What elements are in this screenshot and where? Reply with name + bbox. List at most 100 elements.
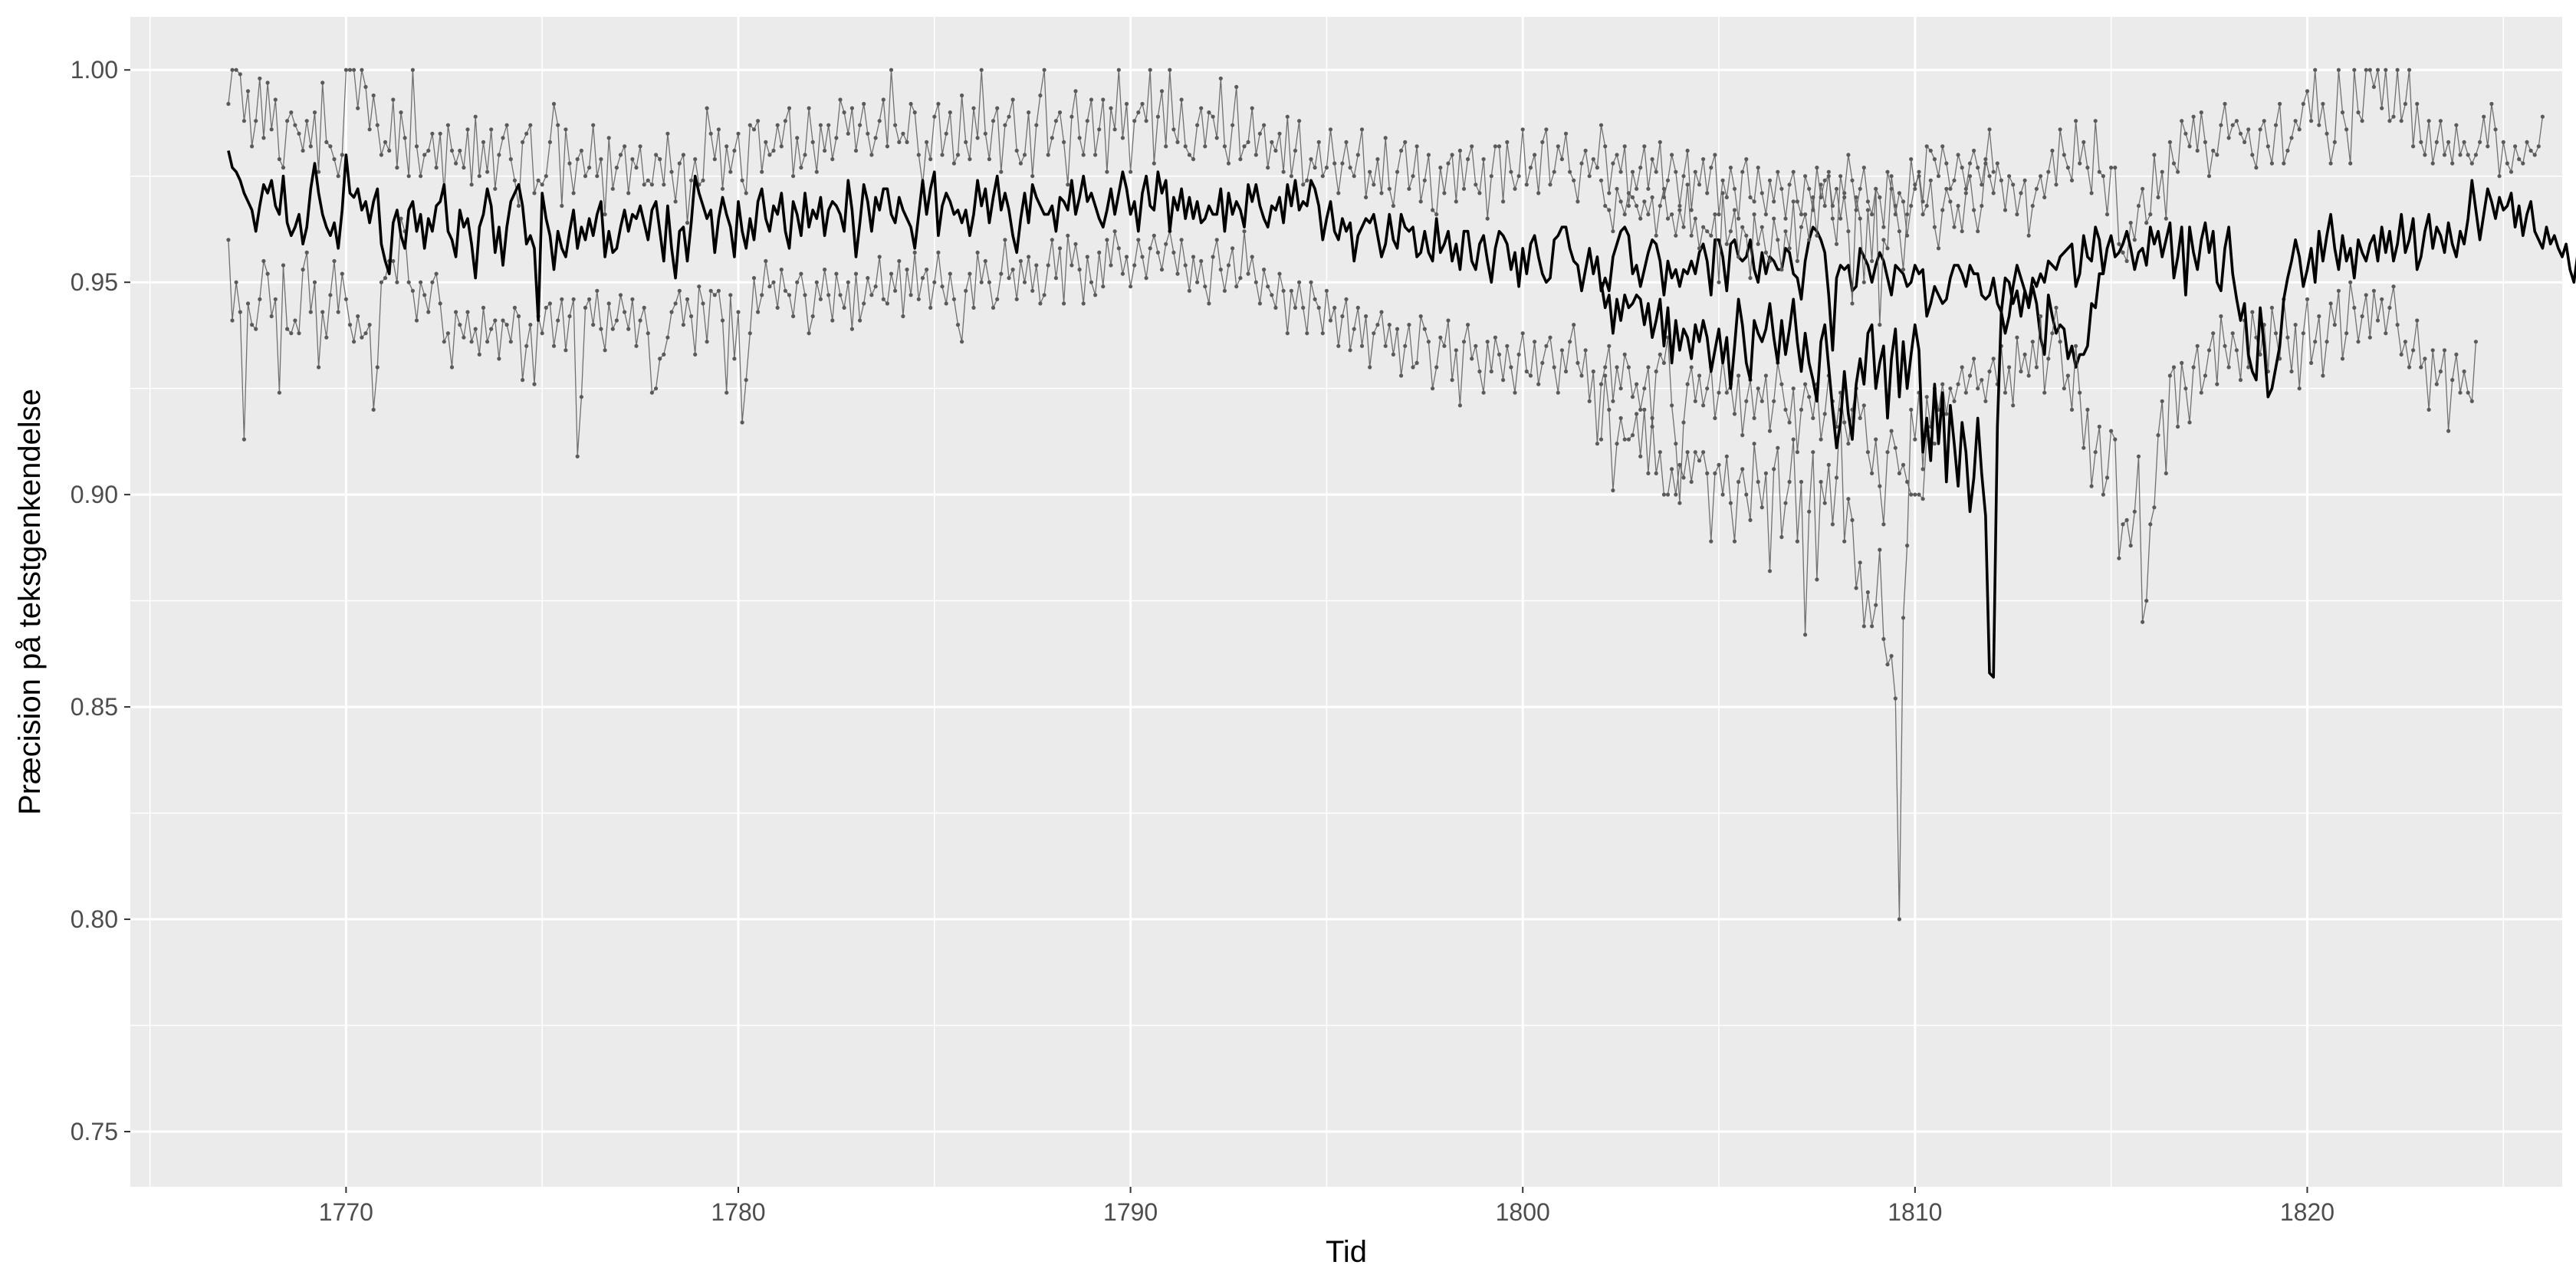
band-lower-point — [1563, 369, 1569, 374]
band-lower-point — [1685, 382, 1690, 386]
band-upper-point — [1085, 119, 1089, 123]
band-lower-point — [1791, 437, 1796, 442]
band-upper-point — [2438, 119, 2443, 123]
band-lower-point — [1760, 505, 1764, 510]
band-lower-point — [1803, 632, 1808, 637]
band-lower-point — [2301, 331, 2305, 336]
band-lower-point — [873, 284, 878, 289]
band-upper-point — [1552, 169, 1556, 174]
band-upper-point — [250, 144, 255, 149]
band-lower-point — [1799, 479, 1804, 485]
band-upper-point — [2223, 101, 2227, 107]
band-upper-point — [1211, 114, 1215, 119]
band-upper-point — [2226, 136, 2231, 140]
band-lower-point — [1720, 492, 1725, 497]
band-upper-point — [1446, 161, 1451, 166]
band-lower-point — [638, 318, 642, 323]
band-lower-point — [834, 271, 839, 276]
band-upper-point — [556, 123, 560, 127]
band-upper-point — [626, 191, 631, 196]
band-lower-point — [681, 323, 686, 327]
band-upper-point — [2266, 144, 2270, 149]
band-upper-point — [1470, 144, 1474, 149]
band-lower-point — [406, 280, 411, 284]
band-upper-point — [866, 131, 870, 136]
band-upper-point — [532, 191, 537, 196]
band-upper-point — [1171, 127, 1176, 132]
band-upper-point — [1038, 93, 1043, 98]
band-lower-point — [1587, 399, 1592, 403]
band-upper-point — [2082, 140, 2086, 144]
band-upper-point — [1442, 191, 1447, 196]
band-upper-point — [1007, 114, 1011, 119]
band-lower-point — [1226, 263, 1231, 268]
x-tick-label: 1820 — [2280, 1198, 2334, 1226]
band-lower-point — [2375, 318, 2380, 323]
band-lower-point — [2469, 399, 2474, 403]
band-upper-point — [1297, 119, 1302, 123]
band-upper-point — [2399, 119, 2404, 123]
band-upper-point — [2301, 101, 2305, 107]
band-lower-point — [1732, 412, 1737, 416]
band-lower-point — [2156, 433, 2160, 438]
band-upper-point — [301, 148, 305, 153]
band-upper-point — [481, 140, 486, 144]
band-lower-point — [1399, 373, 1404, 378]
band-lower-point — [551, 343, 557, 348]
band-upper-point — [2344, 127, 2349, 132]
band-lower-point — [1944, 412, 1949, 416]
band-lower-point — [1238, 276, 1243, 281]
band-upper-point — [712, 157, 717, 162]
band-lower-point — [2328, 301, 2333, 306]
band-upper-point — [1830, 216, 1835, 221]
band-upper-point — [2026, 233, 2031, 238]
band-lower-point — [532, 382, 537, 386]
band-upper-point — [1559, 157, 1564, 162]
band-upper-point — [1533, 153, 1537, 157]
band-lower-point — [1270, 293, 1274, 297]
band-lower-point — [2367, 335, 2372, 340]
band-lower-point — [2062, 386, 2066, 391]
band-upper-point — [1748, 276, 1753, 281]
band-upper-point — [1744, 233, 1749, 238]
band-upper-point — [261, 136, 266, 140]
band-upper-point — [1846, 229, 1851, 234]
band-lower-point — [1073, 242, 1078, 246]
band-upper-point — [2062, 153, 2066, 157]
band-upper-point — [823, 148, 827, 153]
band-upper-point — [242, 119, 246, 123]
band-lower-point — [971, 305, 976, 310]
band-upper-point — [1615, 186, 1619, 191]
band-lower-point — [634, 343, 639, 348]
band-lower-point — [1536, 382, 1541, 386]
band-lower-point — [489, 327, 494, 331]
band-lower-point — [1285, 331, 1290, 336]
band-lower-point — [2426, 407, 2431, 412]
band-upper-point — [1183, 144, 1188, 149]
band-upper-point — [728, 169, 733, 174]
band-lower-line — [228, 218, 1935, 524]
band-lower-point — [2065, 373, 2070, 378]
band-upper-point — [1948, 186, 1953, 191]
band-lower-point — [665, 335, 670, 340]
band-lower-point — [2195, 343, 2200, 348]
band-lower-point — [2203, 373, 2207, 378]
band-lower-point — [1626, 437, 1631, 442]
band-upper-point — [2415, 101, 2420, 107]
band-upper-point — [1344, 140, 1349, 144]
band-upper-point — [901, 131, 905, 136]
band-upper-point — [1536, 191, 1541, 196]
band-upper-point — [2521, 161, 2525, 166]
band-upper-point — [1893, 203, 1898, 209]
band-lower-point — [591, 323, 596, 327]
band-upper-point — [779, 144, 784, 149]
band-upper-point — [1598, 178, 1604, 182]
band-lower-point — [1022, 280, 1027, 284]
band-lower-point — [1576, 360, 1580, 365]
band-upper-point — [1705, 229, 1710, 234]
band-lower-point — [1983, 399, 1988, 403]
band-lower-point — [2223, 343, 2227, 348]
band-upper-point — [1242, 144, 1247, 149]
band-upper-point — [489, 127, 494, 132]
